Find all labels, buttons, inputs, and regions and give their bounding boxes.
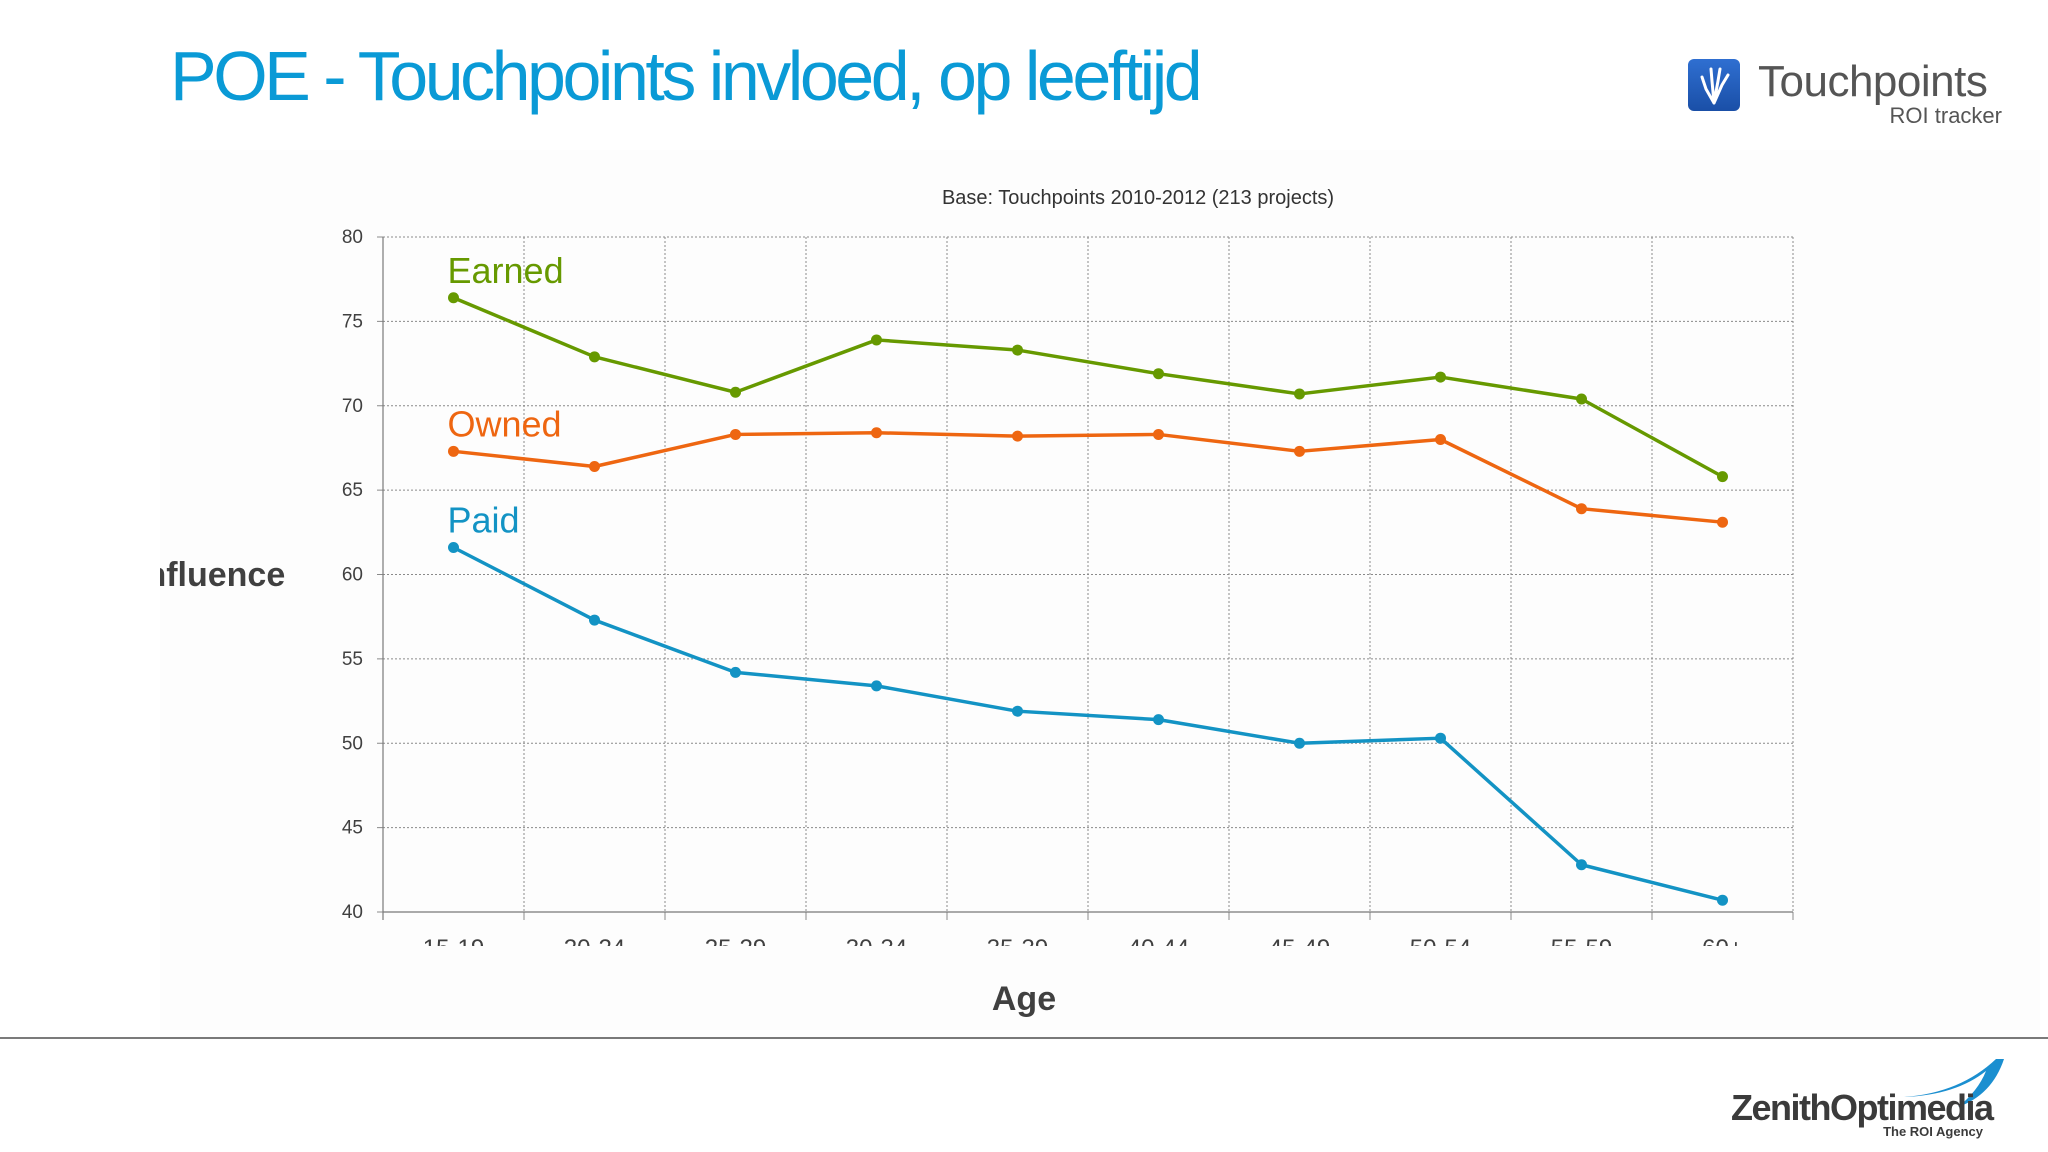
data-point xyxy=(730,386,741,398)
y-axis-label: Influence xyxy=(160,556,285,594)
zenithoptimedia-logo: ZenithOptimedia The ROI Agency xyxy=(1725,1055,2025,1145)
x-tick-label: 15-19 xyxy=(423,935,484,962)
data-point xyxy=(1576,859,1587,871)
y-tick-label: 60 xyxy=(342,565,363,586)
data-point xyxy=(1153,714,1164,726)
data-point xyxy=(1717,471,1728,483)
zenithoptimedia-logo-name: ZenithOptimedia xyxy=(1731,1087,1994,1128)
hand-icon xyxy=(1688,59,1740,111)
data-point xyxy=(1435,732,1446,744)
data-point xyxy=(1576,393,1587,405)
series-label-owned: Owned xyxy=(448,403,562,444)
x-tick-label: 40-44 xyxy=(1128,935,1189,962)
x-axis-label: Age xyxy=(992,980,1056,1018)
chart-area: 40 45 50 55 60 65 70 75 80 15-19 20-24 25-29 30-34 35… xyxy=(160,150,2040,1030)
touchpoints-logo-sub: ROI tracker xyxy=(1889,103,2002,128)
series-label-paid: Paid xyxy=(448,500,520,541)
y-tick-label: 80 xyxy=(342,227,363,248)
y-tick-label: 65 xyxy=(342,480,363,501)
series-line-earned xyxy=(452,296,1724,479)
x-tick-label: 45-49 xyxy=(1269,935,1330,962)
y-tick-label: 75 xyxy=(342,311,363,332)
data-point xyxy=(1294,388,1305,400)
swoosh-icon xyxy=(1904,1059,2004,1107)
data-point xyxy=(730,428,741,440)
data-point xyxy=(1012,430,1023,442)
series-line-owned xyxy=(453,431,1723,524)
zenithoptimedia-logo-tagline: The ROI Agency xyxy=(1883,1124,1983,1139)
x-tick-label: 30-34 xyxy=(846,935,907,962)
footer-divider xyxy=(0,1037,2048,1039)
series-line-paid xyxy=(452,545,1723,902)
data-point xyxy=(589,614,600,626)
x-tick-label: 60+ xyxy=(1702,935,1743,962)
y-tick-label: 50 xyxy=(342,733,363,754)
data-point xyxy=(871,680,882,692)
x-tick-label: 35-39 xyxy=(987,935,1048,962)
x-tick-label: 50-54 xyxy=(1410,935,1471,962)
x-tick-label: 25-29 xyxy=(705,935,766,962)
data-point xyxy=(1435,371,1446,383)
touchpoints-logo: Touchpoints ROI tracker xyxy=(1686,55,2016,135)
data-point xyxy=(1153,368,1164,380)
y-tick-label: 45 xyxy=(342,818,363,839)
data-point xyxy=(1012,705,1023,717)
data-point xyxy=(1153,428,1164,440)
data-point xyxy=(1435,434,1446,445)
data-point xyxy=(1717,516,1728,528)
line-chart: 40 45 50 55 60 65 70 75 80 15-19 20-24 25-29 30-34 35… xyxy=(160,187,1794,1018)
data-point xyxy=(1294,445,1305,457)
data-point xyxy=(589,351,600,363)
data-point xyxy=(448,292,459,304)
x-tick-label: 20-24 xyxy=(564,935,625,962)
data-point xyxy=(1576,503,1587,515)
data-point xyxy=(448,542,459,553)
data-point xyxy=(871,427,882,439)
data-point xyxy=(589,461,600,472)
chart-subtitle: Base: Touchpoints 2010-2012 (213 project… xyxy=(942,187,1334,209)
data-point xyxy=(1012,344,1023,356)
y-tick-label: 70 xyxy=(342,396,363,417)
y-tick-label: 40 xyxy=(342,902,363,923)
slide-title: POE - Touchpoints invloed, op leeftijd xyxy=(170,37,1203,115)
touchpoints-logo-name: Touchpoints xyxy=(1758,57,1988,106)
data-point xyxy=(1294,737,1305,749)
series-label-earned: Earned xyxy=(448,250,564,291)
data-point xyxy=(871,334,882,346)
data-point xyxy=(448,445,459,457)
data-point xyxy=(730,666,741,678)
data-point xyxy=(1717,894,1728,906)
x-tick-label: 55-59 xyxy=(1551,935,1612,962)
y-tick-label: 55 xyxy=(342,649,363,670)
